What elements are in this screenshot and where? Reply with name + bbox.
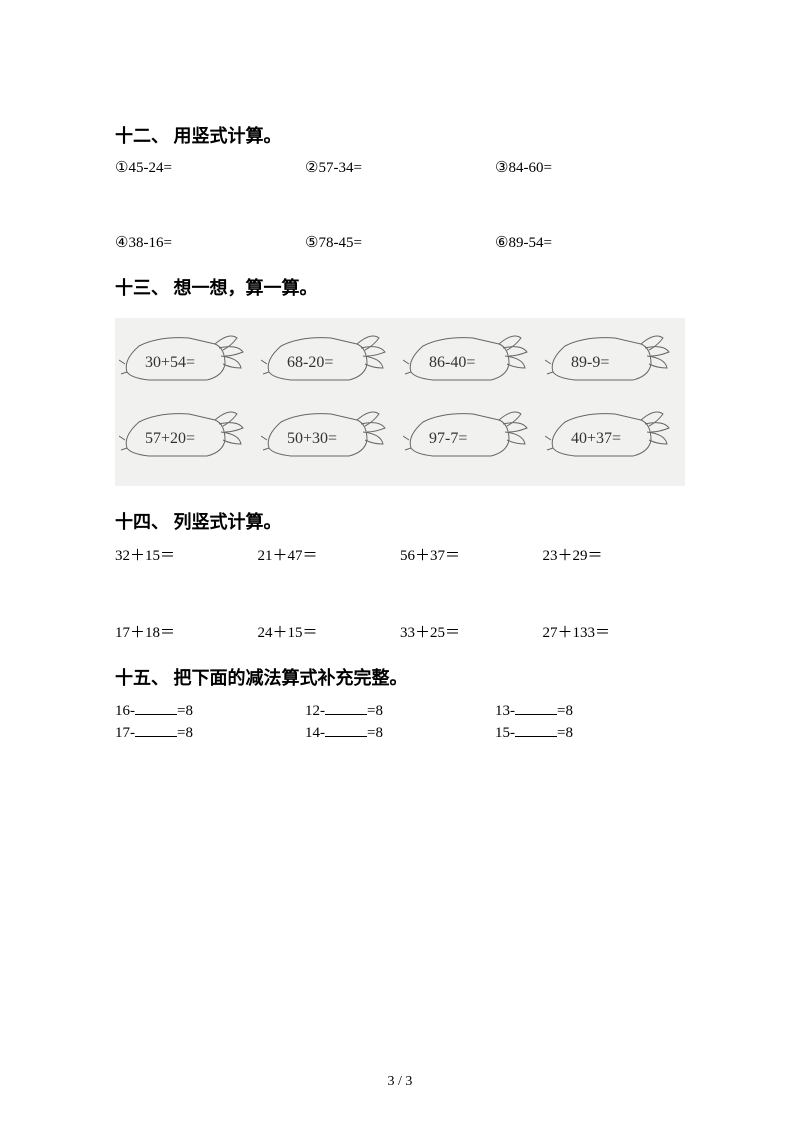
problem: 24＋15＝ [258, 621, 401, 642]
pre: 12- [305, 703, 325, 719]
section-12-title: 十二、 用竖式计算。 [115, 122, 685, 148]
post: =8 [557, 703, 573, 719]
fill-problem: 16- =8 [115, 700, 305, 720]
carrot-label: 89-9= [571, 354, 609, 372]
carrot: 89-9= [545, 324, 683, 390]
blank [515, 700, 557, 715]
carrot-icon [403, 400, 541, 466]
section-15-row2: 17- =8 14- =8 15- =8 [115, 722, 685, 742]
problem: 33＋25＝ [400, 621, 543, 642]
post: =8 [177, 703, 193, 719]
section-12-row2: ④38-16= ⑤78-45= ⑥89-54= [115, 233, 685, 252]
problem: ②57-34= [305, 158, 495, 177]
problem: 23＋29＝ [543, 544, 686, 565]
pre: 16- [115, 703, 135, 719]
carrot-label: 97-7= [429, 430, 467, 448]
carrot-row-2: 57+20= 50+30= 97-7= 40+37= [119, 400, 685, 466]
carrot-block: 30+54= 68-20= 86-40= 89-9= 57+20= [115, 318, 685, 486]
problem: ⑥89-54= [495, 233, 685, 252]
post: =8 [557, 725, 573, 741]
fill-problem: 15- =8 [495, 722, 685, 742]
blank [515, 722, 557, 737]
problem: ③84-60= [495, 158, 685, 177]
section-12-row1: ①45-24= ②57-34= ③84-60= [115, 158, 685, 177]
section-14-title: 十四、 列竖式计算。 [115, 508, 685, 534]
fill-problem: 12- =8 [305, 700, 495, 720]
carrot: 30+54= [119, 324, 257, 390]
carrot-label: 68-20= [287, 354, 333, 372]
problem: 32＋15＝ [115, 544, 258, 565]
fill-problem: 17- =8 [115, 722, 305, 742]
problem: ④38-16= [115, 233, 305, 252]
carrot-label: 86-40= [429, 354, 475, 372]
section-15-title: 十五、 把下面的减法算式补充完整。 [115, 664, 685, 690]
carrot-label: 50+30= [287, 430, 337, 448]
problem: 21＋47＝ [258, 544, 401, 565]
carrot: 40+37= [545, 400, 683, 466]
carrot: 68-20= [261, 324, 399, 390]
problem: 27＋133＝ [543, 621, 686, 642]
carrot: 97-7= [403, 400, 541, 466]
carrot-label: 40+37= [571, 430, 621, 448]
pre: 13- [495, 703, 515, 719]
problem: 17＋18＝ [115, 621, 258, 642]
fill-problem: 13- =8 [495, 700, 685, 720]
page-number: 3 / 3 [0, 1074, 800, 1090]
carrot-row-1: 30+54= 68-20= 86-40= 89-9= [119, 324, 685, 390]
section-14-row2: 17＋18＝ 24＋15＝ 33＋25＝ 27＋133＝ [115, 621, 685, 642]
problem: 56＋37＝ [400, 544, 543, 565]
carrot-label: 57+20= [145, 430, 195, 448]
carrot-label: 30+54= [145, 354, 195, 372]
fill-problem: 14- =8 [305, 722, 495, 742]
problem: ①45-24= [115, 158, 305, 177]
pre: 17- [115, 725, 135, 741]
blank [325, 700, 367, 715]
pre: 15- [495, 725, 515, 741]
blank [135, 722, 177, 737]
carrot: 50+30= [261, 400, 399, 466]
carrot: 86-40= [403, 324, 541, 390]
section-14-row1: 32＋15＝ 21＋47＝ 56＋37＝ 23＋29＝ [115, 544, 685, 565]
carrot: 57+20= [119, 400, 257, 466]
post: =8 [177, 725, 193, 741]
section-13-title: 十三、 想一想，算一算。 [115, 274, 685, 300]
problem: ⑤78-45= [305, 233, 495, 252]
section-15-row1: 16- =8 12- =8 13- =8 [115, 700, 685, 720]
pre: 14- [305, 725, 325, 741]
post: =8 [367, 725, 383, 741]
blank [325, 722, 367, 737]
carrot-icon [545, 324, 683, 390]
blank [135, 700, 177, 715]
post: =8 [367, 703, 383, 719]
